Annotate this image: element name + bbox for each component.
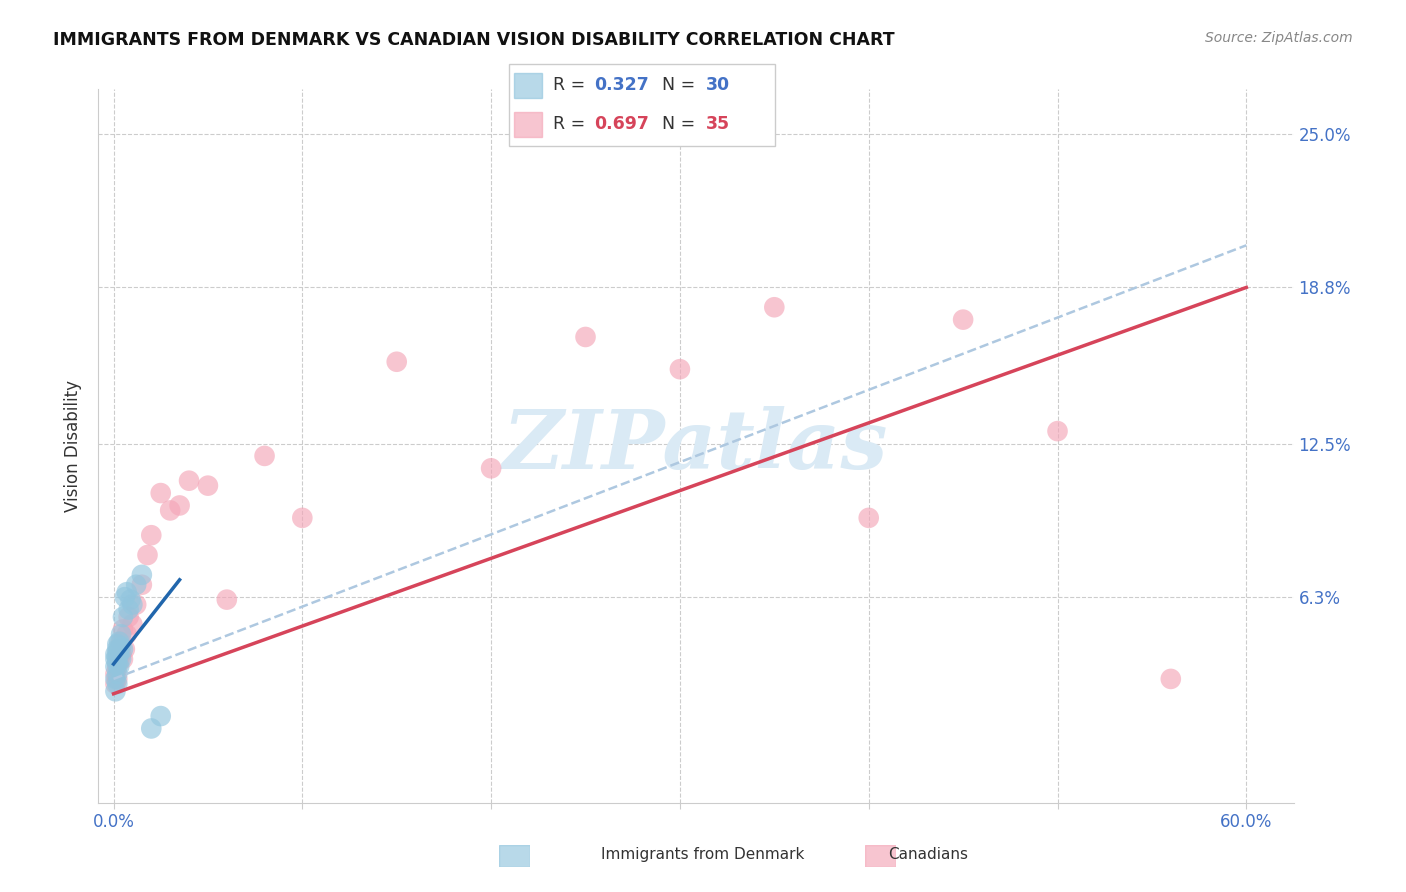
Point (141, 722, 163, 736)
Point (120, 592, 142, 607)
Point (105, 637, 128, 651)
Point (669, 362, 692, 376)
Point (105, 642, 128, 657)
Point (149, 486, 172, 500)
Point (105, 667, 128, 681)
Point (117, 602, 139, 616)
Point (108, 642, 131, 657)
Point (111, 623, 134, 637)
Point (104, 652, 127, 666)
Point (136, 548, 159, 562)
Point (105, 647, 128, 661)
Point (131, 567, 153, 582)
Text: R =: R = (553, 77, 591, 95)
FancyBboxPatch shape (509, 64, 775, 146)
Point (104, 672, 127, 686)
Point (111, 610, 134, 624)
Point (104, 684, 127, 698)
Point (104, 659, 127, 673)
Point (104, 667, 127, 681)
Point (763, 300, 786, 314)
Point (110, 647, 132, 661)
Point (197, 478, 219, 492)
Point (149, 709, 172, 723)
Text: ZIPatlas: ZIPatlas (503, 406, 889, 486)
Point (169, 499, 191, 513)
Point (291, 511, 314, 525)
Point (385, 355, 408, 369)
Point (159, 503, 181, 517)
Point (111, 652, 134, 666)
Point (177, 474, 200, 488)
Point (1046, 424, 1069, 438)
Text: 0.327: 0.327 (593, 77, 648, 95)
Text: 30: 30 (706, 77, 731, 95)
Text: N =: N = (662, 115, 702, 133)
Bar (515, 112, 541, 137)
Point (253, 449, 276, 463)
Point (110, 640, 132, 654)
Text: Immigrants from Denmark: Immigrants from Denmark (602, 847, 804, 862)
Point (105, 652, 128, 666)
Point (105, 659, 128, 673)
Bar (515, 72, 541, 98)
Point (858, 511, 880, 525)
Point (108, 652, 131, 666)
Point (105, 677, 128, 691)
Text: Canadians: Canadians (889, 847, 967, 862)
Point (952, 312, 974, 326)
Text: 35: 35 (706, 115, 731, 133)
Point (110, 627, 132, 641)
Point (141, 528, 163, 542)
Point (574, 330, 596, 344)
Point (110, 634, 132, 648)
Point (479, 461, 502, 475)
Point (104, 647, 127, 661)
Point (108, 634, 131, 648)
Y-axis label: Vision Disability: Vision Disability (65, 380, 83, 512)
Point (105, 672, 128, 686)
Point (108, 642, 131, 657)
Point (110, 652, 132, 666)
Point (108, 647, 131, 661)
Point (115, 627, 138, 641)
Point (125, 578, 148, 592)
Point (108, 659, 131, 673)
Point (1160, 672, 1182, 686)
Text: R =: R = (553, 115, 591, 133)
Point (104, 677, 127, 691)
Text: Source: ZipAtlas.com: Source: ZipAtlas.com (1205, 31, 1353, 45)
Point (121, 617, 143, 632)
Point (125, 598, 148, 612)
Point (114, 642, 136, 657)
Point (105, 657, 128, 671)
Point (215, 592, 238, 607)
Text: 0.697: 0.697 (593, 115, 648, 133)
Point (111, 642, 134, 657)
Text: N =: N = (662, 77, 702, 95)
Text: IMMIGRANTS FROM DENMARK VS CANADIAN VISION DISABILITY CORRELATION CHART: IMMIGRANTS FROM DENMARK VS CANADIAN VISI… (53, 31, 896, 49)
Point (114, 590, 136, 604)
Point (115, 585, 138, 599)
Point (121, 598, 143, 612)
Point (131, 578, 153, 592)
Point (117, 610, 139, 624)
